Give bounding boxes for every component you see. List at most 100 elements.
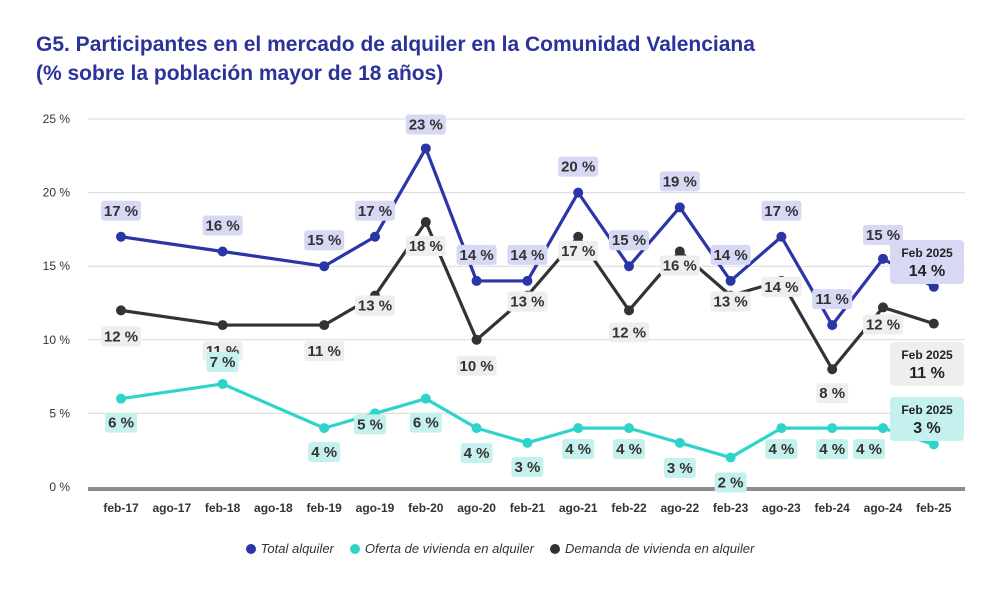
data-point-demanda <box>827 364 838 375</box>
data-point-demanda <box>420 217 431 228</box>
x-tick-label: feb-19 <box>307 501 343 515</box>
data-label-bg-oferta <box>663 457 696 478</box>
data-point-demanda <box>217 320 228 331</box>
data-label-bg-total <box>609 230 649 251</box>
x-tick-label: feb-21 <box>510 501 546 515</box>
x-tick-label: ago-20 <box>457 501 496 515</box>
data-point-total <box>522 275 533 286</box>
y-tick-label: 20 % <box>43 186 71 200</box>
data-label-bg-total <box>355 200 395 221</box>
data-point-total <box>624 261 634 272</box>
final-label-value-demanda: 11 % <box>909 365 945 382</box>
y-tick-label: 25 % <box>43 112 71 126</box>
series-oferta: 6 % 7 % 4 % 5 % 6 % 4 % 3 % 4 % 4 % 3 % 2 % 4 % 4 % 4… <box>105 351 964 493</box>
data-point-oferta <box>928 439 939 450</box>
data-point-total <box>217 246 228 257</box>
data-label-demanda: 12 % <box>866 316 900 333</box>
series-total: 17 % 16 % 15 % 17 % 23 % 14 % 14 % 20 % 15 % 19 %… <box>101 114 964 331</box>
data-label-total: 11 % <box>816 291 849 308</box>
data-label-bg-total <box>456 244 497 265</box>
data-label-bg-demanda <box>355 295 395 316</box>
data-label-bg-demanda <box>863 314 903 335</box>
data-point-demanda <box>624 305 634 316</box>
data-point-demanda <box>928 318 939 329</box>
data-label-bg-demanda <box>304 341 345 362</box>
x-tick-label: feb-17 <box>103 501 139 515</box>
data-label-bg-oferta <box>105 412 137 433</box>
data-label-bg-oferta <box>511 456 544 477</box>
data-label-bg-demanda <box>710 291 751 312</box>
data-label-bg-demanda <box>405 236 446 257</box>
data-label-bg-total <box>659 171 700 192</box>
x-tick-label: ago-22 <box>660 501 699 515</box>
data-label-bg-demanda <box>558 240 599 261</box>
data-label-oferta: 5 % <box>357 416 383 433</box>
data-point-oferta <box>116 393 126 404</box>
data-point-oferta <box>674 437 685 448</box>
data-label-demanda: 14 % <box>764 279 798 296</box>
legend-item-oferta: Oferta de vivienda en alquiler <box>349 541 534 556</box>
x-tick-label: ago-23 <box>762 501 801 515</box>
data-label-demanda: 11 % <box>308 343 341 360</box>
x-tick-label: ago-17 <box>152 501 191 515</box>
data-label-demanda: 13 % <box>358 298 392 315</box>
x-tick-label: feb-18 <box>205 501 241 515</box>
final-label-value-total: 14 % <box>909 263 945 280</box>
data-label-total: 20 % <box>561 159 595 176</box>
data-point-total <box>776 231 787 242</box>
data-label-total: 17 % <box>764 203 798 220</box>
data-label-bg-oferta <box>409 412 442 433</box>
data-label-demanda: 13 % <box>510 294 544 311</box>
data-label-oferta: 6 % <box>413 415 439 432</box>
data-label-bg-demanda <box>101 326 141 347</box>
data-label-oferta: 6 % <box>108 415 134 432</box>
data-label-oferta: 4 % <box>768 441 794 458</box>
data-label-oferta: 3 % <box>667 460 693 477</box>
data-label-total: 23 % <box>409 116 443 133</box>
data-label-oferta: 3 % <box>514 459 540 476</box>
data-label-bg-oferta <box>308 442 341 463</box>
final-label-date-oferta: Feb 2025 <box>901 403 953 417</box>
data-label-oferta: 2 % <box>718 475 744 492</box>
x-tick-label: ago-24 <box>864 501 903 515</box>
data-point-oferta <box>319 423 330 434</box>
chart-title: G5. Participantes en el mercado de alqui… <box>36 30 755 88</box>
data-label-bg-demanda <box>507 291 548 312</box>
data-point-oferta <box>878 423 888 434</box>
x-tick-label: feb-22 <box>611 501 647 515</box>
x-tick-label: ago-19 <box>356 501 395 515</box>
data-point-demanda <box>674 246 685 257</box>
data-point-oferta <box>420 393 431 404</box>
data-point-oferta <box>827 423 838 434</box>
data-label-bg-demanda <box>816 383 849 404</box>
data-label-demanda: 16 % <box>663 257 697 274</box>
legend-label-demanda: Demanda de vivienda en alquiler <box>564 541 755 556</box>
data-label-bg-oferta <box>562 439 595 460</box>
data-label-bg-total <box>507 244 548 265</box>
data-label-bg-oferta <box>613 439 645 460</box>
data-label-bg-oferta <box>765 439 798 460</box>
data-point-demanda <box>319 320 330 331</box>
legend-marker-oferta <box>349 543 360 554</box>
data-point-oferta <box>624 423 634 434</box>
legend-label-oferta: Oferta de vivienda en alquiler <box>364 541 534 556</box>
chart-title-line2: (% sobre la población mayor de 18 años) <box>36 62 444 85</box>
data-label-oferta: 7 % <box>210 354 236 371</box>
data-label-oferta: 4 % <box>616 441 642 458</box>
data-point-total <box>725 275 736 286</box>
data-point-demanda <box>471 334 482 345</box>
data-label-bg-total <box>761 200 802 221</box>
legend-label-total: Total alquiler <box>260 541 334 556</box>
data-label-demanda: 8 % <box>819 385 845 402</box>
legend-marker-total <box>245 543 256 554</box>
data-label-bg-total <box>812 289 853 310</box>
data-point-total <box>827 320 838 331</box>
data-label-demanda: 17 % <box>561 243 595 260</box>
legend-item-total: Total alquiler <box>245 541 334 556</box>
y-tick-label: 5 % <box>49 406 70 420</box>
data-label-oferta: 4 % <box>856 441 882 458</box>
data-label-bg-total <box>558 156 599 177</box>
data-label-oferta: 4 % <box>565 441 591 458</box>
x-tick-label: ago-21 <box>559 501 598 515</box>
